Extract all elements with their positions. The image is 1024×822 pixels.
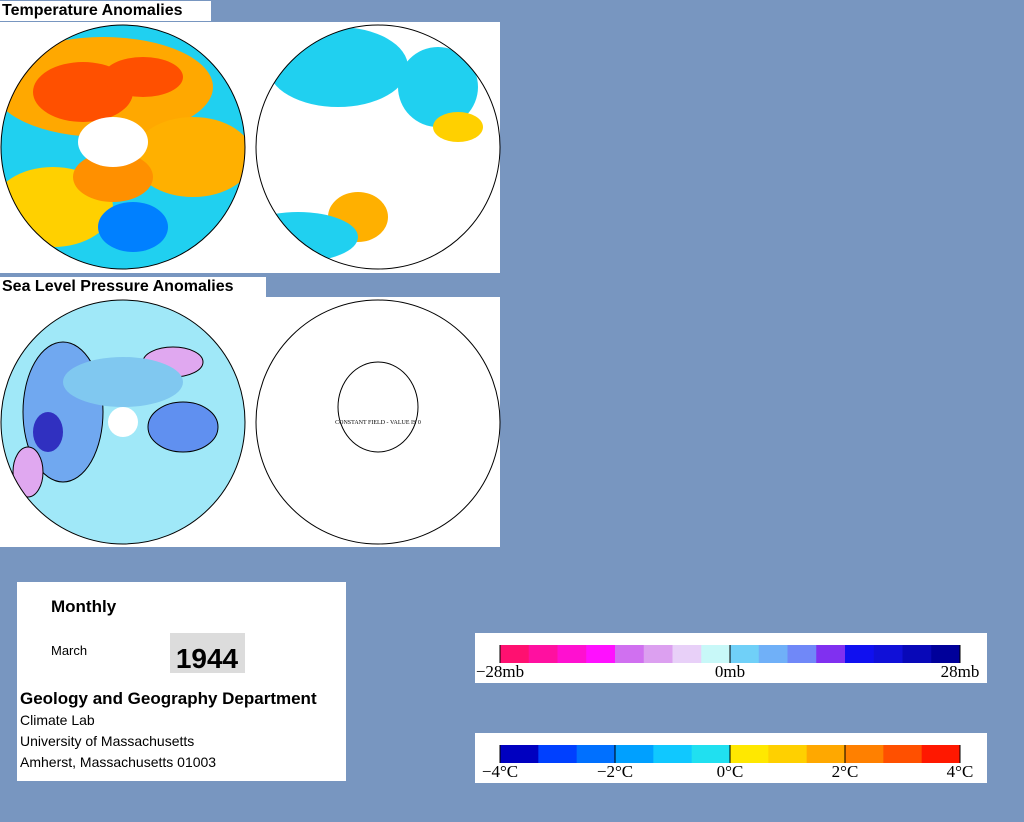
field-area (33, 412, 63, 452)
legend-swatch (806, 745, 846, 763)
field-area (133, 117, 245, 197)
legend-label: 2°C (832, 762, 859, 781)
legend-swatch (500, 645, 530, 663)
legend-swatch (701, 645, 731, 663)
year-box (170, 633, 245, 673)
legend-label: 4°C (947, 762, 974, 781)
legend-swatch (557, 645, 587, 663)
legend-swatch (787, 645, 817, 663)
globe-outline (255, 24, 501, 270)
legend-swatch (691, 745, 731, 763)
legend-swatch (643, 645, 673, 663)
legend-label: −4°C (482, 762, 518, 781)
globe-outline (0, 24, 246, 270)
field-area (147, 401, 219, 453)
legend-swatch (615, 745, 654, 763)
legend-swatch (902, 645, 932, 663)
field-area (73, 152, 153, 202)
department: Geology and Geography Department (20, 689, 317, 708)
legend-swatch (528, 645, 558, 663)
legend-swatch (672, 645, 702, 663)
field-area (12, 446, 44, 498)
month: March (51, 643, 87, 658)
map-annotation: CONSTANT FIELD - VALUE IS 0 (335, 420, 421, 426)
panel-title: Temperature Anomalies (0, 1, 211, 21)
legend-swatch (653, 745, 693, 763)
field-area (108, 407, 138, 437)
legend-label: 0°C (717, 762, 744, 781)
legend-swatch (538, 745, 578, 763)
year: 1944 (176, 643, 239, 674)
legends: −28mb 0mb 28mb −4°C −2°C 0°C 2°C 4°C (476, 645, 980, 781)
globe-outline (255, 299, 501, 545)
field (12, 341, 219, 498)
legend-label: 0mb (715, 662, 745, 681)
info-line: Climate Lab (20, 712, 95, 728)
legend-swatch (845, 745, 884, 763)
field-area (337, 361, 419, 453)
globe-outline (0, 299, 246, 545)
legend-swatch (576, 745, 616, 763)
legend-swatch (883, 745, 923, 763)
legend-swatch (730, 745, 769, 763)
legend-swatch (845, 645, 875, 663)
legend-label: −2°C (597, 762, 633, 781)
legend-swatch (921, 745, 961, 763)
legend-swatch (586, 645, 616, 663)
field (337, 361, 419, 453)
legend-swatch (730, 645, 760, 663)
info-line: University of Massachusetts (20, 733, 194, 749)
period: Monthly (51, 597, 117, 616)
panel-title: Sea Level Pressure Anomalies (0, 277, 266, 297)
legend-swatch (873, 645, 903, 663)
legend-swatch (500, 745, 539, 763)
field-area (63, 357, 183, 407)
field-area (78, 117, 148, 167)
field-area (98, 202, 168, 252)
legend-label: 28mb (941, 662, 980, 681)
legend-swatch (816, 645, 846, 663)
field-area (398, 47, 478, 127)
field-area (433, 112, 483, 142)
field-area (103, 57, 183, 97)
legend-swatch (615, 645, 645, 663)
legend-label: −28mb (476, 662, 524, 681)
legend-swatch (768, 745, 808, 763)
legend-swatch (758, 645, 788, 663)
legend-swatch (931, 645, 961, 663)
info-box (17, 582, 346, 781)
info-line: Amherst, Massachusetts 01003 (20, 754, 216, 770)
